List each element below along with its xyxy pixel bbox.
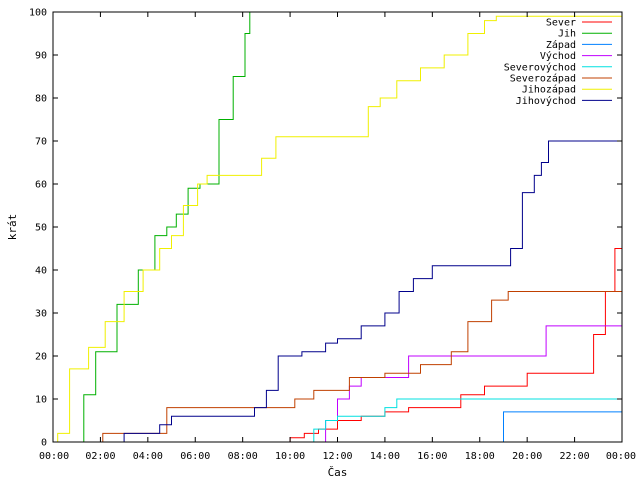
x-tick-label: 06:00 — [180, 451, 210, 462]
x-axis-label: Čas — [328, 466, 348, 479]
y-tick-label: 80 — [35, 94, 47, 105]
legend-label: Sever — [546, 18, 576, 29]
legend-label: Jih — [558, 29, 576, 40]
y-tick-label: 10 — [35, 395, 47, 406]
legend: SeverJihZápadVýchodSeverovýchodSeverozáp… — [504, 18, 612, 107]
y-tick-label: 50 — [35, 223, 47, 234]
legend-label: Západ — [546, 39, 576, 51]
legend-label: Jihozápad — [522, 84, 576, 96]
series-line — [53, 398, 622, 443]
y-tick-label: 60 — [35, 180, 47, 191]
x-tick-label: 00:00 — [39, 451, 69, 462]
series-line — [53, 205, 623, 443]
x-tick-label: 00:00 — [606, 451, 636, 462]
series-line — [53, 11, 622, 443]
series-line — [53, 15, 622, 443]
tick-layer: 0 10 20 30 40 50 60 70 80 90 100 00:00 02:00 04:00 06:… — [29, 8, 636, 463]
x-tick-label: 02:00 — [85, 451, 115, 462]
y-axis-label: krát — [6, 214, 19, 241]
x-tick-label: 12:00 — [322, 451, 352, 462]
x-tick-label: 08:00 — [228, 451, 258, 462]
x-tick-label: 18:00 — [465, 451, 495, 462]
x-tick-label: 10:00 — [275, 451, 305, 462]
y-tick-label: 30 — [35, 309, 47, 320]
x-tick-label: 14:00 — [370, 451, 400, 462]
y-tick-label: 70 — [35, 137, 47, 148]
legend-label: Severovýchod — [504, 61, 576, 73]
series-line — [53, 291, 622, 443]
legend-label: Jihovýchod — [516, 95, 576, 107]
y-tick-label: 90 — [35, 51, 47, 62]
x-tick-label: 22:00 — [560, 451, 590, 462]
y-tick-label: 20 — [35, 352, 47, 363]
series-line — [53, 140, 622, 443]
x-tick-label: 16:00 — [417, 451, 447, 462]
x-tick-label: 20:00 — [512, 451, 542, 462]
y-tick-label: 100 — [29, 8, 47, 19]
legend-label: Východ — [540, 50, 576, 62]
y-tick-label: 40 — [35, 266, 47, 277]
y-tick-label: 0 — [41, 438, 47, 449]
legend-label: Severozápad — [510, 73, 576, 85]
x-tick-label: 04:00 — [133, 451, 163, 462]
